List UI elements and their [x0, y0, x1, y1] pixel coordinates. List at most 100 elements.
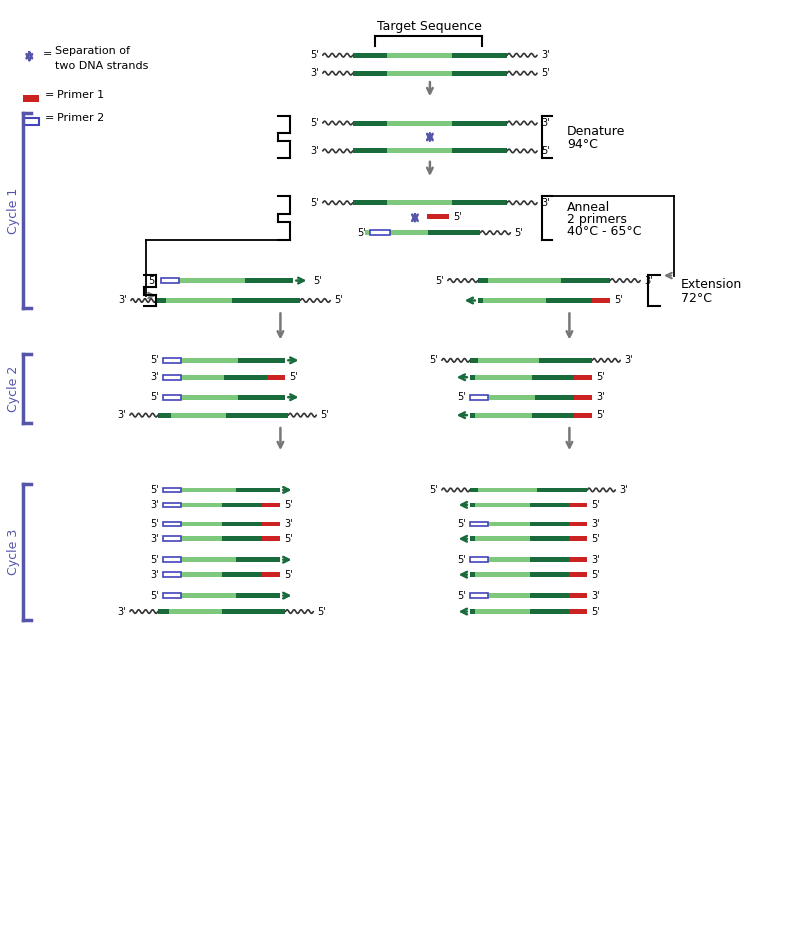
Bar: [181, 502, 222, 507]
Bar: [163, 572, 181, 577]
Bar: [163, 358, 181, 363]
Bar: [178, 278, 294, 283]
Text: 5': 5': [429, 355, 438, 365]
Bar: [181, 557, 235, 562]
Bar: [161, 278, 178, 283]
Text: 5': 5': [435, 276, 444, 285]
Bar: [570, 594, 587, 598]
Text: two DNA strands: two DNA strands: [55, 62, 149, 71]
Text: Cycle 1: Cycle 1: [7, 187, 20, 234]
Text: 3': 3': [118, 607, 126, 617]
Text: Separation of: Separation of: [55, 47, 130, 56]
Bar: [181, 594, 235, 598]
Bar: [570, 557, 587, 562]
Bar: [163, 594, 181, 598]
Bar: [478, 358, 539, 363]
Text: 3': 3': [541, 198, 550, 208]
Bar: [170, 413, 226, 418]
Text: 5': 5': [596, 372, 605, 382]
Text: Cycle 2: Cycle 2: [7, 365, 20, 412]
Bar: [488, 557, 570, 562]
Text: 5': 5': [591, 569, 600, 580]
Text: Primer 1: Primer 1: [57, 90, 104, 100]
Text: 5': 5': [457, 519, 466, 528]
Text: 5': 5': [150, 555, 159, 565]
Bar: [488, 395, 574, 400]
Bar: [353, 120, 507, 126]
Bar: [470, 594, 488, 598]
Text: =: =: [46, 113, 54, 123]
Bar: [470, 522, 488, 527]
Text: 5': 5': [148, 276, 157, 285]
Bar: [474, 610, 530, 614]
Text: 3': 3': [591, 591, 600, 600]
Bar: [181, 358, 286, 363]
Text: 5': 5': [591, 500, 600, 510]
Bar: [474, 537, 530, 541]
Bar: [23, 95, 39, 103]
Text: 3': 3': [310, 146, 318, 156]
Bar: [178, 278, 246, 283]
Text: 5': 5': [453, 212, 462, 222]
Bar: [166, 298, 232, 303]
Text: 5': 5': [318, 607, 326, 617]
Bar: [478, 487, 537, 492]
Text: =: =: [46, 90, 54, 100]
Text: 5': 5': [150, 355, 159, 365]
Text: 2 primers: 2 primers: [567, 213, 626, 226]
Bar: [574, 375, 592, 379]
Bar: [478, 278, 610, 283]
Bar: [574, 413, 592, 418]
Bar: [365, 230, 481, 235]
Text: 3': 3': [644, 276, 653, 285]
Bar: [353, 148, 507, 154]
Bar: [181, 572, 222, 577]
Bar: [488, 557, 530, 562]
Bar: [470, 375, 574, 379]
Text: 3': 3': [624, 355, 633, 365]
Text: 3': 3': [541, 50, 550, 61]
Bar: [470, 572, 570, 577]
Bar: [163, 487, 181, 492]
Text: 5': 5': [514, 227, 523, 238]
Text: Primer 2: Primer 2: [57, 113, 105, 123]
Bar: [262, 537, 281, 541]
Bar: [386, 71, 451, 75]
Bar: [470, 502, 570, 507]
Text: 3': 3': [310, 68, 318, 78]
Bar: [470, 413, 574, 418]
Bar: [262, 502, 281, 507]
Bar: [163, 557, 181, 562]
Bar: [181, 487, 235, 492]
Bar: [592, 298, 610, 303]
Text: Denature: Denature: [567, 125, 626, 138]
Bar: [470, 557, 488, 562]
Bar: [353, 200, 507, 205]
Text: 5': 5': [285, 500, 293, 510]
Text: 5': 5': [596, 410, 605, 420]
Bar: [570, 610, 587, 614]
Text: 5': 5': [614, 295, 623, 306]
Text: 3': 3': [541, 118, 550, 128]
Bar: [181, 572, 262, 577]
Bar: [482, 298, 546, 303]
Bar: [23, 118, 39, 125]
Bar: [353, 71, 507, 75]
Text: 40°C - 65°C: 40°C - 65°C: [567, 226, 642, 239]
Bar: [427, 214, 449, 219]
Text: 72°C: 72°C: [681, 292, 712, 305]
Bar: [386, 53, 451, 58]
Bar: [181, 375, 224, 379]
Text: 5': 5': [591, 607, 600, 617]
Bar: [163, 522, 181, 527]
Text: 3': 3': [591, 519, 600, 528]
Text: Cycle 3: Cycle 3: [7, 528, 20, 575]
Bar: [574, 395, 592, 400]
Text: 3': 3': [118, 295, 127, 306]
Bar: [365, 230, 428, 235]
Text: 5': 5': [357, 227, 366, 238]
Bar: [488, 594, 570, 598]
Bar: [470, 537, 570, 541]
Bar: [181, 375, 267, 379]
Bar: [474, 502, 530, 507]
